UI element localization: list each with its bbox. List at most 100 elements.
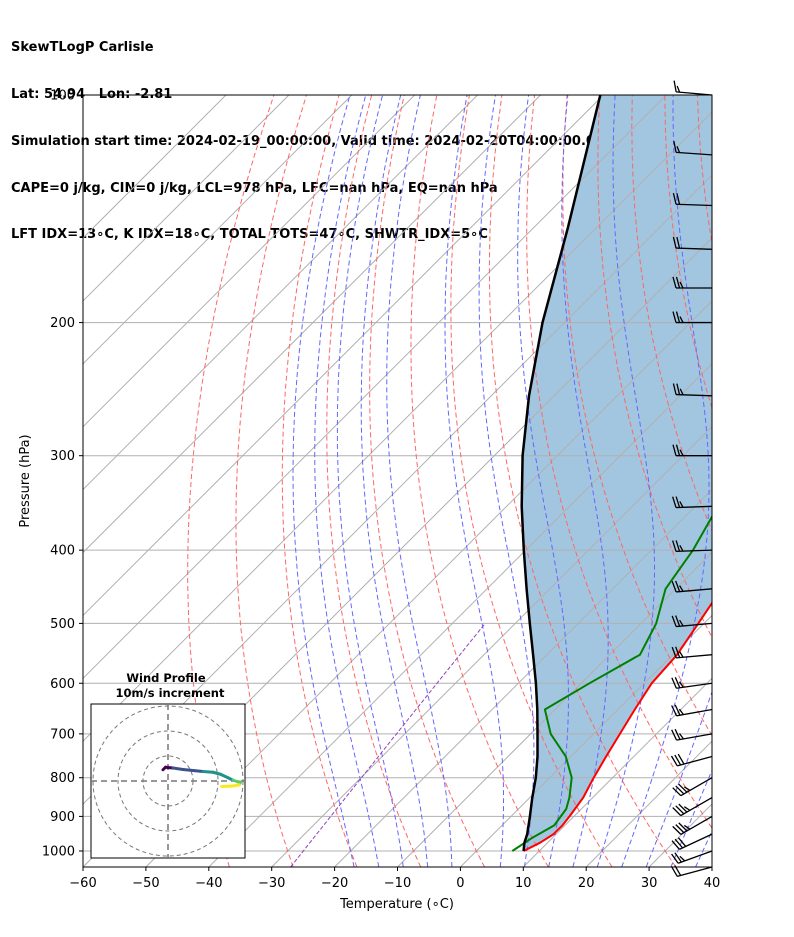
dry-adiabat <box>597 95 712 639</box>
barb-feather <box>674 838 684 849</box>
wind-barb <box>672 383 713 397</box>
dry-adiabat <box>730 95 794 867</box>
hodograph-segment <box>191 769 205 773</box>
wind-barb <box>671 850 713 864</box>
inset-title: Wind Profile <box>126 671 206 685</box>
barb-feather <box>675 805 685 815</box>
moist-adiabat <box>360 95 429 867</box>
barb-staff <box>676 588 713 593</box>
barb-feather <box>676 193 681 205</box>
title-line: SkewTLogP Carlisle <box>11 40 154 56</box>
x-tick-label: 10 <box>515 876 532 891</box>
wind-barb <box>671 615 713 628</box>
x-tick-label: 40 <box>704 876 721 891</box>
barb-feather <box>671 615 677 627</box>
barb-feather <box>674 852 682 863</box>
barb-feather <box>674 728 681 740</box>
barb-staff <box>679 833 713 850</box>
y-tick-label: 700 <box>50 727 75 742</box>
dry-adiabat <box>235 95 307 867</box>
barb-feather <box>683 806 691 811</box>
barb-staff <box>676 682 713 689</box>
x-tick-label: −30 <box>258 876 285 891</box>
barb-feather <box>671 853 679 864</box>
barb-staff <box>675 549 713 553</box>
barb-feather <box>675 646 681 658</box>
wind-profile-inset: Wind Profile 10m/s increment <box>90 671 246 859</box>
dry-adiabat <box>526 95 712 829</box>
wind-barb <box>671 833 713 850</box>
x-axis-label: Temperature (∘C) <box>339 897 454 912</box>
barb-staff <box>676 151 713 156</box>
dry-adiabat <box>369 95 485 867</box>
hodograph-segment <box>171 766 185 771</box>
isotherm-gridline <box>334 488 712 867</box>
barb-feather <box>671 729 678 741</box>
x-tick-label: −10 <box>384 876 411 891</box>
y-tick-label: 800 <box>50 771 75 786</box>
y-tick-label: 1000 <box>42 844 75 859</box>
moist-adiabat <box>386 95 453 867</box>
wind-barb <box>672 540 713 553</box>
inset-subtitle: 10m/s increment <box>116 686 225 700</box>
barb-staff <box>677 850 713 864</box>
barb-feather <box>679 855 686 862</box>
barb-feather <box>674 754 682 766</box>
barb-feather <box>671 581 677 593</box>
isotherm-gridline <box>145 300 712 867</box>
wind-barb <box>671 704 713 717</box>
barb-feather <box>679 449 684 456</box>
barb-feather <box>672 311 677 323</box>
y-tick-label: 900 <box>50 810 75 825</box>
isotherm-gridline <box>460 614 712 867</box>
barb-feather <box>683 824 691 830</box>
barb-staff <box>675 505 713 509</box>
chart-header: SkewTLogP Carlisle Lat: 54.94 Lon: -2.81… <box>11 9 604 259</box>
moist-adiabat <box>517 95 570 867</box>
isotherm-gridline <box>83 95 416 428</box>
dry-adiabat <box>763 95 794 867</box>
moist-adiabat <box>314 95 380 867</box>
barb-feather <box>676 146 681 153</box>
isotherm-gridline <box>83 95 227 239</box>
barb-feather <box>678 733 684 740</box>
isotherm-gridline <box>83 95 667 680</box>
moist-adiabat <box>336 95 404 867</box>
barb-feather <box>675 785 685 795</box>
barb-feather <box>671 705 678 717</box>
moist-adiabat <box>596 95 655 867</box>
wind-barb <box>671 728 713 741</box>
wind-barb <box>673 141 713 156</box>
dry-adiabat <box>326 95 422 867</box>
wind-barb <box>672 192 713 207</box>
y-tick-label: 100 <box>50 89 75 104</box>
barb-feather <box>676 236 681 249</box>
cape-cin-shading <box>521 95 712 851</box>
x-tick-label: −60 <box>69 876 96 891</box>
barb-staff <box>676 733 713 741</box>
isotherm-gridline <box>83 95 290 302</box>
moist-adiabat <box>621 95 710 867</box>
isotherm-gridline <box>775 95 794 867</box>
barb-feather <box>672 496 677 508</box>
barb-staff <box>680 797 713 817</box>
moist-adiabat <box>670 769 712 867</box>
hodograph-segment <box>181 768 195 772</box>
wind-barb <box>670 753 713 767</box>
barb-feather <box>672 383 677 395</box>
barb-feather <box>675 540 681 552</box>
y-tick-label: 500 <box>50 617 75 632</box>
moist-adiabat <box>561 95 609 867</box>
barb-feather <box>676 383 681 395</box>
x-tick-label: 30 <box>641 876 658 891</box>
barb-feather <box>678 681 684 688</box>
barb-feather <box>672 787 682 797</box>
dry-adiabat <box>562 95 712 737</box>
x-tick-label: 0 <box>456 876 464 891</box>
moist-adiabat <box>292 95 355 867</box>
wind-barb <box>672 496 713 509</box>
barb-feather <box>675 580 681 592</box>
barb-feather <box>671 677 677 689</box>
dry-adiabat <box>410 95 549 867</box>
